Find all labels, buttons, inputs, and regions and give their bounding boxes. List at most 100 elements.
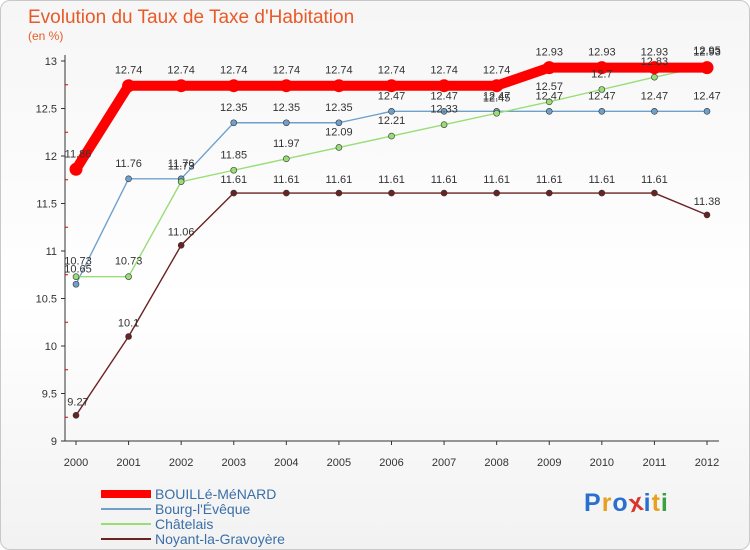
series-point-1 bbox=[335, 119, 343, 127]
data-label-0: 12.93 bbox=[588, 47, 616, 59]
x-tick-label: 2007 bbox=[432, 457, 456, 469]
data-label-2: 11.85 bbox=[220, 149, 247, 161]
data-label-1: 11.76 bbox=[115, 158, 142, 170]
label-layer: 9.27 10.1 11.06 11.61 11.61 11.61 11.61 11.61 11… bbox=[64, 45, 721, 409]
logo-letter: i bbox=[660, 489, 669, 517]
data-label-3: 9.27 bbox=[67, 396, 88, 408]
x-tick-label: 2009 bbox=[537, 457, 561, 469]
data-label-2: 12.33 bbox=[430, 104, 458, 116]
proxiti-logo: Proxiti bbox=[584, 488, 669, 518]
x-tick-label: 2010 bbox=[590, 457, 614, 469]
x-tick-label: 2003 bbox=[222, 457, 246, 469]
series-point-1 bbox=[388, 108, 395, 115]
series-point-2 bbox=[493, 109, 500, 117]
data-label-2: 10.73 bbox=[64, 256, 92, 268]
logo-letter: o bbox=[612, 489, 629, 517]
series-point-0 bbox=[647, 61, 661, 75]
data-label-1: 12.35 bbox=[273, 102, 301, 114]
series-point-3 bbox=[388, 189, 395, 197]
legend-label-bouille: BOUILLé-MéNARD bbox=[155, 486, 277, 502]
series-point-0 bbox=[542, 61, 556, 75]
data-label-1: 12.35 bbox=[325, 102, 353, 114]
data-label-1: 12.47 bbox=[693, 90, 721, 102]
data-label-2: 11.73 bbox=[168, 161, 195, 173]
data-label-0: 12.74 bbox=[378, 65, 406, 77]
data-label-3: 11.61 bbox=[588, 174, 615, 186]
y-tick-label: 12.5 bbox=[36, 104, 57, 116]
series-point-2 bbox=[230, 166, 238, 174]
legend-swatch-bouille bbox=[101, 490, 151, 498]
data-label-3: 11.61 bbox=[273, 174, 300, 186]
legend-label-bourg: Bourg-l'Évêque bbox=[155, 501, 251, 517]
data-label-0: 12.74 bbox=[430, 65, 458, 77]
series-point-3 bbox=[493, 189, 500, 197]
series-point-3 bbox=[651, 189, 658, 197]
series-layer bbox=[69, 61, 714, 419]
series-point-0 bbox=[490, 79, 504, 93]
y-tick-label: 12 bbox=[45, 151, 57, 163]
data-label-1: 12.47 bbox=[483, 90, 511, 102]
x-tick-label: 2006 bbox=[379, 457, 403, 469]
data-label-2: 12.45 bbox=[483, 92, 511, 104]
series-point-1 bbox=[703, 108, 711, 115]
data-label-3: 11.61 bbox=[431, 174, 458, 186]
series-point-2 bbox=[125, 273, 132, 280]
data-label-1: 12.47 bbox=[430, 90, 458, 102]
logo-letter: r bbox=[601, 489, 613, 517]
series-point-2 bbox=[72, 273, 80, 280]
data-label-0: 12.74 bbox=[115, 65, 143, 77]
data-label-0: 11.86 bbox=[65, 148, 92, 160]
data-label-0: 12.93 bbox=[641, 47, 669, 59]
logo-letter: t bbox=[651, 489, 661, 517]
data-label-0: 12.93 bbox=[693, 47, 721, 59]
series-point-0 bbox=[69, 162, 83, 176]
series-point-1 bbox=[283, 119, 290, 127]
series-point-0 bbox=[385, 79, 398, 93]
data-label-1: 12.35 bbox=[220, 102, 248, 114]
data-label-3: 11.61 bbox=[326, 174, 353, 186]
data-label-0: 12.74 bbox=[273, 65, 301, 77]
y-tick-label: 9 bbox=[51, 436, 57, 448]
data-label-2: 12.83 bbox=[641, 56, 669, 68]
series-point-1 bbox=[72, 280, 80, 288]
series-point-2 bbox=[388, 132, 395, 140]
series-point-3 bbox=[125, 333, 132, 340]
legend-label-noyant: Noyant-la-Gravoyère bbox=[155, 531, 285, 547]
data-label-2: 12.95 bbox=[693, 45, 721, 57]
data-label-1: 12.47 bbox=[588, 90, 616, 102]
series-point-3 bbox=[230, 189, 238, 197]
series-point-0 bbox=[279, 79, 293, 93]
data-label-2: 12.21 bbox=[378, 115, 406, 127]
x-tick-label: 2004 bbox=[274, 457, 298, 469]
data-label-2: 12.09 bbox=[325, 126, 353, 138]
data-label-3: 11.61 bbox=[220, 174, 247, 186]
data-label-1: 12.47 bbox=[535, 90, 563, 102]
series-point-3 bbox=[440, 189, 448, 197]
series-point-1 bbox=[440, 108, 448, 115]
series-point-1 bbox=[651, 108, 658, 115]
legend-swatch-chatelais bbox=[101, 523, 151, 525]
chart-title: Evolution du Taux de Taxe d'Habitation bbox=[28, 7, 355, 28]
y-tick-label: 11 bbox=[46, 246, 57, 258]
series-point-3 bbox=[335, 189, 343, 197]
data-label-2: 10.73 bbox=[115, 256, 143, 268]
data-label-3: 11.61 bbox=[378, 174, 405, 186]
series-point-3 bbox=[703, 211, 711, 219]
data-label-3: 11.61 bbox=[536, 174, 563, 186]
series-point-1 bbox=[598, 108, 606, 115]
series-point-2 bbox=[283, 155, 290, 163]
x-tick-label: 2001 bbox=[116, 457, 140, 469]
data-label-1: 12.47 bbox=[641, 90, 669, 102]
data-label-0: 12.93 bbox=[535, 47, 563, 59]
data-label-2: 12.57 bbox=[535, 81, 563, 93]
x-tick-label: 2000 bbox=[64, 457, 88, 469]
x-tick-label: 2002 bbox=[169, 457, 193, 469]
series-point-0 bbox=[122, 79, 136, 93]
y-tick-label: 11.5 bbox=[36, 199, 57, 211]
series-point-3 bbox=[598, 189, 606, 197]
series-point-0 bbox=[437, 79, 451, 93]
legend-label-chatelais: Châtelais bbox=[155, 516, 214, 532]
x-tick-label: 2011 bbox=[643, 457, 667, 469]
